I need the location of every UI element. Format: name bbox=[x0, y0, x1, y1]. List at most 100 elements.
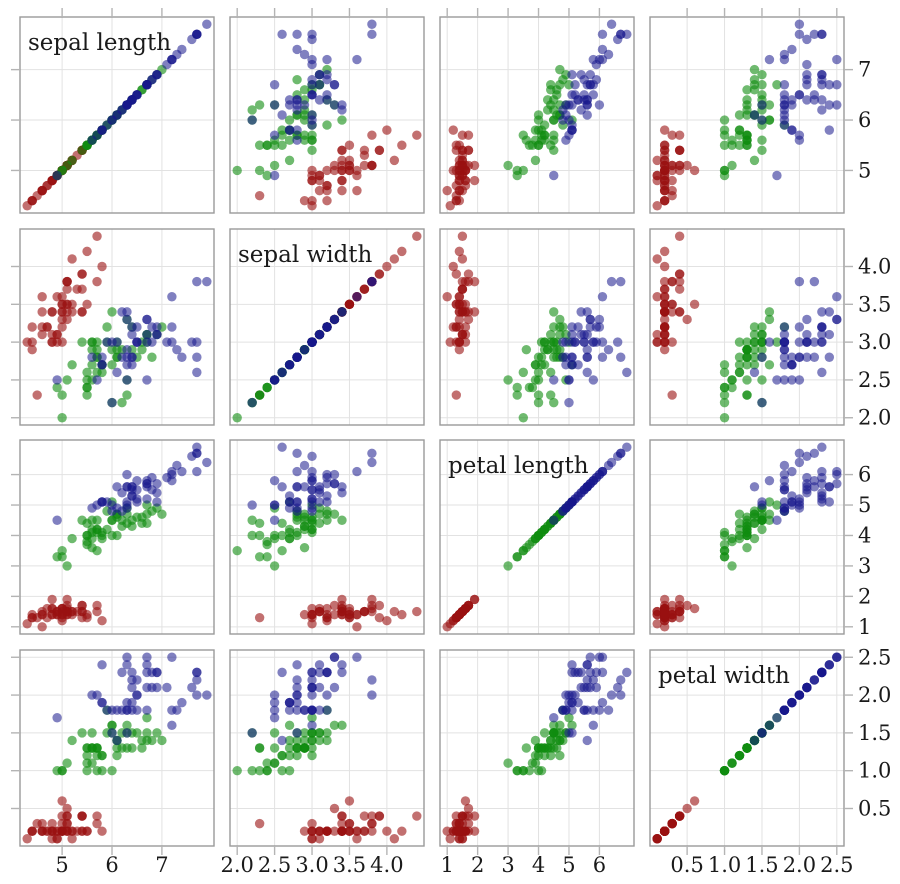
data-point-series-blue bbox=[787, 697, 797, 708]
data-point-series-green bbox=[147, 735, 157, 746]
data-point-series-red bbox=[451, 269, 462, 279]
data-point-series-red bbox=[457, 254, 468, 264]
data-point-series-green bbox=[137, 518, 147, 528]
data-point-series-green bbox=[269, 530, 280, 541]
data-point-series-green bbox=[307, 130, 317, 140]
data-point-series-blue bbox=[779, 705, 790, 715]
data-point-series-red bbox=[82, 612, 92, 623]
data-point-series-red bbox=[37, 329, 47, 340]
data-point-series-red bbox=[367, 160, 377, 171]
data-point-series-red bbox=[659, 826, 670, 836]
data-point-series-green bbox=[292, 743, 302, 753]
panel-border bbox=[649, 16, 845, 214]
data-point-series-red bbox=[299, 826, 310, 836]
data-point-series-blue bbox=[122, 660, 132, 670]
data-point-series-blue bbox=[817, 80, 827, 90]
data-point-series-green bbox=[764, 360, 775, 370]
data-point-series-red bbox=[412, 231, 422, 241]
data-point-series-blue bbox=[314, 69, 325, 80]
data-point-series-red bbox=[77, 811, 87, 821]
data-point-series-blue bbox=[591, 322, 602, 332]
data-point-series-red bbox=[667, 190, 677, 201]
x-axis-tick-label: 5 bbox=[55, 853, 68, 877]
panel-sepal_length-vs-sepal_length: sepal length bbox=[19, 16, 215, 214]
data-point-series-blue bbox=[612, 682, 623, 693]
data-point-series-blue bbox=[299, 344, 310, 355]
data-point-series-green bbox=[549, 397, 559, 408]
data-point-series-blue bbox=[192, 690, 202, 700]
panel-petal_length-vs-sepal_width bbox=[229, 439, 425, 635]
data-point-series-blue bbox=[802, 69, 812, 80]
data-point-series-red bbox=[329, 803, 340, 814]
data-point-series-green bbox=[254, 390, 265, 400]
data-point-series-red bbox=[57, 609, 67, 620]
data-point-series-red bbox=[460, 276, 471, 287]
data-point-series-green bbox=[277, 518, 287, 528]
data-point-series-blue bbox=[97, 660, 107, 670]
data-point-series-green bbox=[727, 160, 737, 171]
data-point-series-red bbox=[667, 390, 677, 400]
data-point-series-blue bbox=[576, 488, 586, 498]
data-point-series-red bbox=[667, 818, 677, 829]
data-point-series-red bbox=[344, 826, 355, 836]
data-point-series-green bbox=[757, 145, 767, 155]
data-point-series-red bbox=[457, 307, 468, 317]
data-point-series-red bbox=[62, 803, 72, 814]
data-point-series-blue bbox=[202, 690, 212, 700]
panel-petal_length-vs-sepal_length bbox=[19, 439, 215, 635]
data-point-series-blue bbox=[606, 19, 617, 29]
data-point-series-blue bbox=[127, 667, 137, 678]
data-point-series-blue bbox=[162, 682, 172, 693]
data-point-series-blue bbox=[127, 682, 137, 693]
data-point-series-blue bbox=[112, 735, 122, 746]
data-point-series-red bbox=[454, 314, 465, 325]
data-point-series-green bbox=[742, 375, 752, 385]
data-point-series-blue bbox=[564, 100, 574, 110]
data-point-series-blue bbox=[594, 100, 605, 110]
data-point-series-red bbox=[57, 337, 67, 347]
data-point-series-blue bbox=[192, 276, 202, 287]
data-point-series-blue bbox=[152, 497, 162, 507]
data-point-series-blue bbox=[202, 457, 212, 468]
data-point-series-red bbox=[689, 165, 700, 176]
data-point-series-red bbox=[359, 284, 370, 294]
data-point-series-blue bbox=[757, 497, 767, 507]
data-point-series-blue bbox=[606, 457, 617, 468]
data-point-series-blue bbox=[579, 95, 589, 105]
data-point-series-red bbox=[299, 195, 310, 206]
data-point-series-blue bbox=[329, 469, 340, 480]
data-point-series-green bbox=[82, 390, 92, 400]
data-point-series-red bbox=[659, 150, 670, 161]
data-point-series-blue bbox=[269, 130, 280, 140]
data-point-series-blue bbox=[87, 503, 97, 513]
data-point-series-green bbox=[546, 390, 556, 400]
data-point-series-red bbox=[329, 165, 340, 176]
x-axis-tick-label: 6 bbox=[105, 853, 118, 877]
data-point-series-green bbox=[269, 758, 280, 768]
diagonal-variable-label: petal width bbox=[658, 663, 790, 689]
data-point-series-blue bbox=[576, 667, 586, 678]
data-point-series-green bbox=[749, 344, 760, 355]
data-point-series-red bbox=[52, 329, 62, 340]
data-point-series-blue bbox=[192, 675, 202, 685]
data-point-series-red bbox=[337, 606, 347, 617]
data-point-series-red bbox=[659, 609, 670, 620]
data-point-series-red bbox=[62, 811, 72, 821]
data-point-series-red bbox=[689, 796, 700, 806]
data-point-series-blue bbox=[337, 105, 347, 115]
data-point-series-red bbox=[659, 185, 670, 196]
data-point-series-red bbox=[463, 803, 474, 814]
data-point-series-green bbox=[527, 758, 538, 768]
data-point-series-blue bbox=[567, 120, 577, 130]
data-point-series-blue bbox=[314, 482, 325, 492]
data-point-series-blue bbox=[277, 29, 287, 40]
data-point-series-red bbox=[451, 390, 462, 400]
data-point-series-green bbox=[734, 352, 745, 362]
data-point-series-blue bbox=[147, 322, 157, 332]
panel-petal_width-vs-petal_width: petal width bbox=[649, 649, 845, 847]
data-point-series-blue bbox=[52, 713, 62, 723]
data-point-series-green bbox=[539, 750, 550, 761]
data-point-series-blue bbox=[567, 705, 577, 715]
data-point-series-red bbox=[62, 307, 72, 317]
data-point-series-green bbox=[137, 743, 147, 753]
